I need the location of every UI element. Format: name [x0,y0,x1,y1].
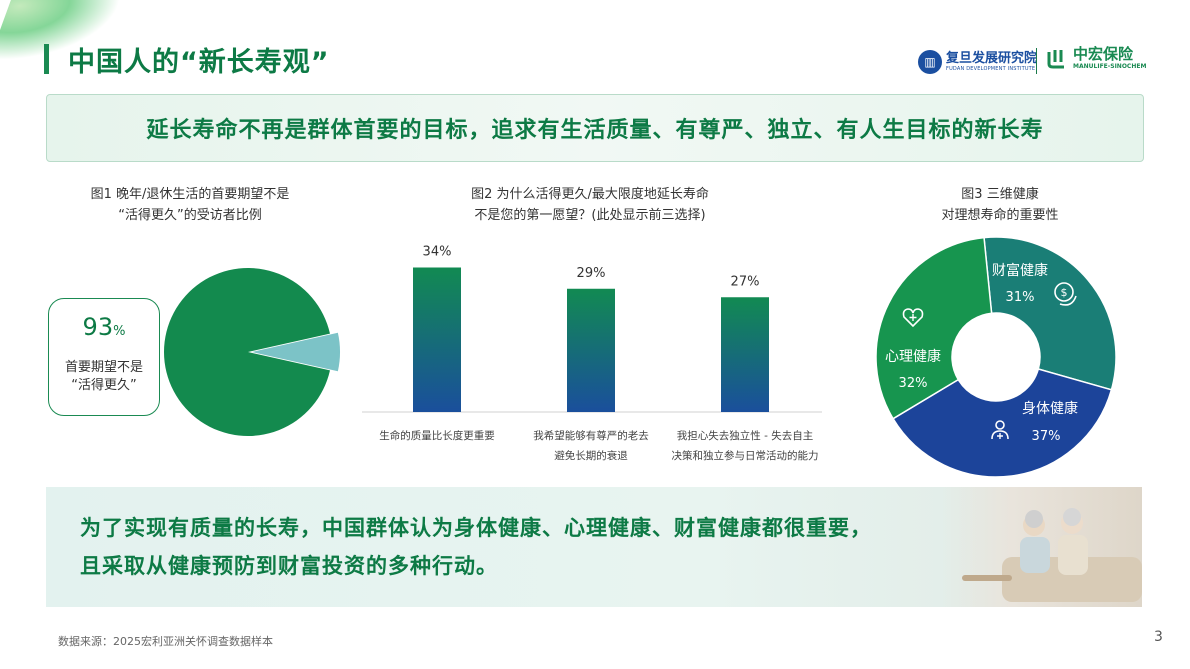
money-icon [1054,282,1074,302]
fig2-category-label: 决策和独立参与日常活动的能力 [672,449,819,462]
fig2-title-line1: 图2 为什么活得更久/最大限度地延长寿命 [471,187,709,202]
data-source: 数据来源：2025宏利亚洲关怀调查数据样本 [58,635,273,648]
fig3-title-line1: 图3 三维健康 [961,187,1039,202]
fig1-callout-number: 93 [82,313,114,341]
fig1-pie-slice-other [252,332,341,372]
fig3-title-line2: 对理想寿命的重要性 [941,208,1059,223]
banner-text: 为了实现有质量的长寿，中国群体认为身体健康、心理健康、财富健康都很重要， 且采取… [80,509,872,585]
fig2-bar-value-label: 27% [731,274,760,289]
person-plus-icon-body [991,430,1009,440]
fig1-title-line2: “活得更久”的受访者比例 [118,208,262,223]
fudan-logo-en: FUDAN DEVELOPMENT INSTITUTE [946,66,1036,72]
fig3-donut-slice [875,236,993,420]
title-accent-bar [44,44,49,74]
elderly-couple-illustration [962,508,1142,602]
logo-divider [1036,48,1037,74]
fig2-bar-value-label: 29% [577,266,606,281]
fig1-callout: 93% 首要期望不是 “活得更久” [48,298,160,416]
fig3-slice-value: 32% [899,376,928,391]
fig1-callout-value: 93% [49,313,159,341]
fig2-category-label: 我希望能够有尊严的老去 [533,429,649,442]
page-number: 3 [1154,629,1163,645]
bottom-banner: 为了实现有质量的长寿，中国群体认为身体健康、心理健康、财富健康都很重要， 且采取… [46,487,1142,607]
fig1-callout-unit: % [113,324,126,339]
manulife-logo: 中宏保险 MANULIFE-SINOCHEM [1046,47,1146,70]
fig3-slice-label: 心理健康 [885,348,941,365]
elderly-couple-photo [942,487,1142,607]
fig1-title-line1: 图1 晚年/退休生活的首要期望不是 [90,187,290,202]
manulife-logo-en: MANULIFE-SINOCHEM [1073,63,1147,70]
fig1-callout-label-line1: 首要期望不是 [64,360,143,375]
fig2-bar [413,267,461,412]
fig2-category-label: 生命的质量比长度更重要 [379,429,495,442]
fig3-donut-slice [983,236,1117,391]
fig1-callout-label-line2: “活得更久” [71,378,137,393]
page-title: 中国人的“新长寿观” [68,47,330,78]
manulife-logo-cn: 中宏保险 [1073,45,1134,63]
manulife-emblem-icon [1047,49,1064,68]
fudan-logo: ▥ 复旦发展研究院 FUDAN DEVELOPMENT INSTITUTE [918,48,1037,76]
fig2-category-label: 我担心失去独立性 - 失去自主 [677,429,813,442]
fig2-title-line2: 不是您的第一愿望？(此处显示前三选择) [474,208,706,223]
fig3-slice-label: 财富健康 [992,262,1048,279]
fig2-bar-value-label: 34% [423,245,452,260]
fig3-title: 图3 三维健康 对理想寿命的重要性 [880,184,1120,226]
fig2-category-label: 避免长期的衰退 [554,449,628,462]
fig2-title: 图2 为什么活得更久/最大限度地延长寿命 不是您的第一愿望？(此处显示前三选择) [420,184,760,226]
person-plus-icon [995,420,1005,430]
fig3-slice-label: 身体健康 [1022,400,1078,417]
headline-box: 延长寿命不再是群体首要的目标，追求有生活质量、有尊严、独立、有人生目标的新长寿 [46,94,1144,162]
fig1-pie-slice-main [164,268,330,437]
fig1-callout-label: 首要期望不是 “活得更久” [53,359,155,395]
heart-plus-icon-cross [909,314,917,321]
fig3-slice-value: 31% [1006,290,1035,305]
fig2-bar [721,297,769,412]
money-icon-hand [1059,295,1077,306]
fig1-title: 图1 晚年/退休生活的首要期望不是 “活得更久”的受访者比例 [60,184,320,226]
fudan-logo-cn: 复旦发展研究院 [946,51,1038,66]
headline-text: 延长寿命不再是群体首要的目标，追求有生活质量、有尊严、独立、有人生目标的新长寿 [146,118,1044,143]
person-plus-icon-cross [997,433,1003,439]
heart-plus-icon [902,308,924,328]
fudan-emblem-icon: ▥ [918,50,942,74]
fig3-slice-value: 37% [1032,429,1061,444]
banner-line2: 且采取从健康预防到财富投资的多种行动。 [80,554,498,578]
banner-line1: 为了实现有质量的长寿，中国群体认为身体健康、心理健康、财富健康都很重要， [80,516,872,540]
money-icon-glyph: $ [1061,286,1068,299]
fig3-donut-slice [892,368,1113,478]
fig2-bar [567,288,615,412]
